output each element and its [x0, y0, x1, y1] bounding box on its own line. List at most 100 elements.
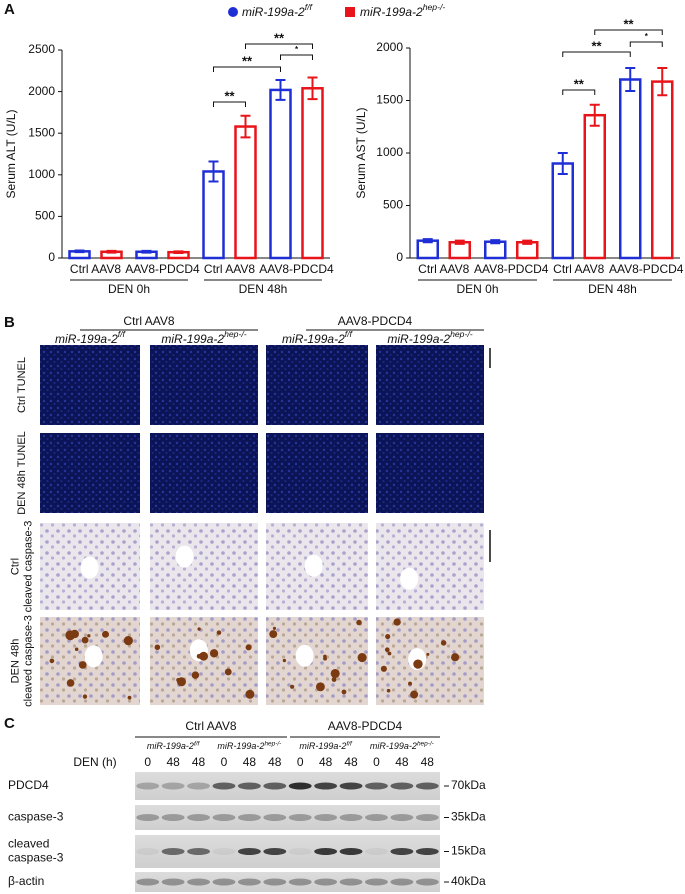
stained-cell	[123, 636, 133, 646]
row-label: DEN 48h	[9, 639, 21, 684]
stained-cell	[356, 619, 362, 626]
lane-label: 48	[166, 755, 180, 769]
genotype-name: miR-199a-2	[55, 332, 118, 346]
blot-band	[161, 848, 185, 855]
micrograph	[266, 433, 368, 513]
marker-label: 35kDa	[451, 810, 486, 824]
blot-band	[136, 878, 160, 886]
stained-cell	[154, 644, 161, 650]
vessel	[304, 554, 323, 577]
error-bar	[422, 238, 433, 244]
marker-label: 70kDa	[451, 778, 486, 792]
genotype-label: miR-199a-2hep-/-	[387, 329, 472, 346]
genotype-name: miR-199a-2	[360, 5, 423, 19]
stained-cell	[191, 671, 200, 679]
stained-cell	[357, 653, 367, 663]
x-tick-label: AAV8-PDCD4	[609, 262, 684, 276]
significance-bracket	[629, 41, 663, 47]
genotype-name: miR-199a-2	[147, 741, 194, 751]
stained-cell	[81, 636, 89, 644]
blot-band	[339, 814, 363, 821]
blot-band	[161, 878, 185, 886]
panel-letter: A	[4, 1, 15, 18]
stained-cell	[82, 694, 88, 699]
blot-strip	[135, 835, 440, 868]
blot-band	[237, 848, 261, 855]
row-label: β-actin	[8, 874, 44, 888]
stained-cell	[413, 659, 423, 669]
blot-band	[161, 814, 185, 821]
blot-band	[187, 848, 210, 855]
genotype-name: miR-199a-2	[282, 332, 345, 346]
stained-cell	[426, 652, 430, 656]
row-label: Ctrl TUNEL	[16, 357, 28, 413]
blot-band	[365, 878, 388, 886]
stained-cell	[272, 626, 277, 630]
significance-label: **	[591, 38, 602, 53]
error-bar	[557, 152, 568, 175]
stained-cell	[196, 653, 202, 659]
blot-band	[339, 782, 363, 790]
bar	[651, 80, 674, 260]
x-tick-label: Ctrl AAV8	[553, 262, 604, 276]
blot-band	[288, 848, 312, 855]
lane-label: 48	[395, 755, 409, 769]
blot-band	[314, 848, 338, 855]
significance-bracket	[245, 43, 313, 49]
blot-band	[288, 814, 312, 821]
blot-band	[212, 814, 236, 821]
error-bar	[275, 78, 286, 101]
vessel	[295, 644, 314, 667]
significance-bracket	[562, 51, 631, 57]
y-tick-label: 0	[396, 250, 403, 264]
stained-cell	[290, 684, 295, 689]
error-bar	[141, 249, 152, 254]
error-bar	[240, 114, 251, 139]
group-label: DEN 0h	[456, 282, 498, 296]
significance-label: **	[224, 88, 235, 103]
blot-band	[161, 782, 185, 790]
lane-label: 48	[243, 755, 257, 769]
bar	[301, 87, 324, 260]
stained-cell	[331, 677, 337, 682]
blot-band	[390, 814, 414, 821]
error-bar	[657, 66, 668, 97]
genotype-superscript: f/f	[118, 329, 127, 339]
blot-band	[263, 878, 287, 886]
genotype-name: miR-199a-2	[217, 741, 264, 751]
y-tick-label: 2000	[376, 40, 403, 54]
genotype-name: miR-199a-2	[370, 741, 417, 751]
blot-band	[212, 848, 236, 855]
group-label: DEN 48h	[588, 282, 637, 296]
blot-band	[339, 878, 363, 886]
row-label: caspase-3	[8, 851, 64, 865]
error-bar	[589, 103, 600, 127]
lane-label: 48	[319, 755, 333, 769]
blot-band	[263, 814, 287, 821]
blot-band	[288, 878, 312, 886]
stained-cell	[197, 627, 201, 631]
column-group-label: AAV8-PDCD4	[338, 314, 413, 328]
genotype-label: miR-199a-2hep-/-	[370, 740, 435, 751]
genotype-superscript: f/f	[346, 740, 353, 747]
significance-bracket	[280, 54, 313, 60]
lane-label: 0	[297, 755, 304, 769]
row-label: Ctrl	[9, 558, 21, 575]
marker-label: 15kDa	[451, 844, 486, 858]
stained-cell	[410, 690, 419, 699]
stained-cell	[385, 633, 391, 640]
stained-cell	[393, 618, 401, 626]
stained-cell	[176, 677, 186, 687]
genotype-name: miR-199a-2	[299, 741, 346, 751]
stained-cell	[224, 668, 232, 676]
lane-label: 48	[192, 755, 206, 769]
lane-label: 48	[268, 755, 282, 769]
error-bar	[74, 249, 85, 254]
stained-cell	[74, 647, 79, 652]
stained-cell	[384, 647, 390, 653]
genotype-label: miR-199a-2hep-/-	[217, 740, 282, 751]
blot-band	[415, 814, 439, 821]
row-label: cleaved caspase-3	[22, 615, 34, 707]
stained-cell	[386, 688, 391, 693]
blot-strip	[135, 772, 440, 800]
